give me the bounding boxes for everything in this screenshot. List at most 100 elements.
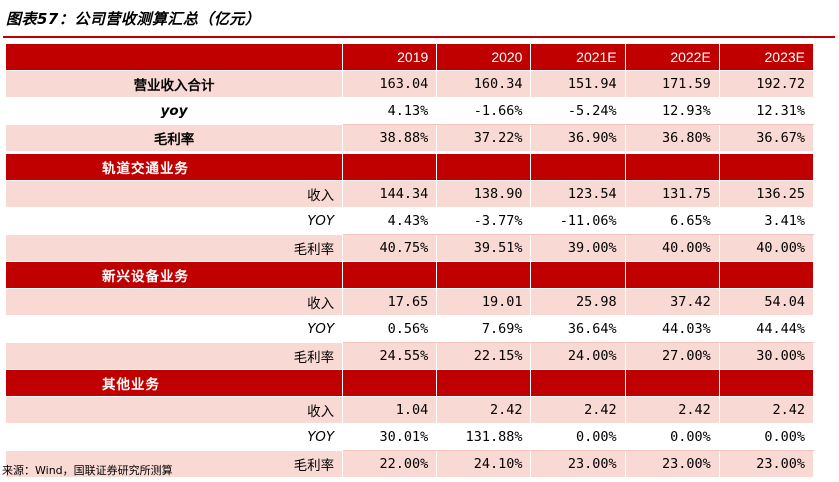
segment-header-emerging: 新兴设备业务 [6, 261, 815, 289]
table-cell: -1.66% [436, 97, 532, 125]
table-cell: 123.54 [530, 180, 626, 208]
table-cell: 25.98 [530, 288, 626, 316]
table-cell: 37.42 [625, 288, 720, 316]
table-cell: 6.65% [625, 207, 720, 235]
row-label: YOY [6, 423, 344, 451]
segment-header-cell [530, 261, 626, 289]
header-year-2020: 2020 [436, 44, 532, 71]
row-label: 营业收入合计 [6, 70, 344, 98]
row-label: 收入 [6, 288, 344, 316]
segment-title: 新兴设备业务 [6, 261, 344, 289]
segment-header-cell [436, 369, 532, 397]
table-cell: 54.04 [719, 288, 815, 316]
table-cell: 2.42 [625, 396, 720, 424]
row-label: 毛利率 [6, 124, 344, 153]
row-label: 收入 [6, 180, 344, 208]
table-cell: 1.04 [342, 396, 438, 424]
row-label: 毛利率 [6, 450, 344, 478]
table-cell: 24.10% [436, 450, 532, 478]
table-row: YOY 4.43% -3.77% -11.06% 6.65% 3.41% [6, 207, 815, 235]
table-cell: 2.42 [530, 396, 626, 424]
table-cell: 4.43% [342, 207, 438, 235]
table-cell: 0.00% [625, 423, 720, 451]
table-cell: 151.94 [530, 70, 626, 98]
header-blank-cell [6, 44, 344, 71]
segment-header-cell [342, 369, 438, 397]
table-cell: 3.41% [719, 207, 815, 235]
segment-header-cell [625, 151, 720, 181]
table-cell: 30.00% [719, 342, 815, 370]
table-row: YOY 30.01% 131.88% 0.00% 0.00% 0.00% [6, 423, 815, 451]
row-label: 收入 [6, 396, 344, 424]
table-cell: 2.42 [436, 396, 532, 424]
table-cell: 163.04 [342, 70, 438, 98]
header-row: 2019 2020 2021E 2022E 2023E [6, 44, 815, 71]
revenue-forecast-table: 2019 2020 2021E 2022E 2023E 营业收入合计 163.0… [6, 44, 815, 478]
table-cell: 136.25 [719, 180, 815, 208]
table-cell: 19.01 [436, 288, 532, 316]
table-row: 毛利率 40.75% 39.51% 39.00% 40.00% 40.00% [6, 234, 815, 262]
table-cell: -11.06% [530, 207, 626, 235]
header-year-2021e: 2021E [530, 44, 626, 71]
table-cell: -5.24% [530, 97, 626, 125]
table-cell: 22.00% [342, 450, 438, 478]
table-row: 毛利率 24.55% 22.15% 24.00% 27.00% 30.00% [6, 342, 815, 370]
table-cell: 4.13% [342, 97, 438, 125]
table-cell: 36.67% [719, 124, 815, 153]
table-row: 收入 144.34 138.90 123.54 131.75 136.25 [6, 180, 815, 208]
table-cell: -3.77% [436, 207, 532, 235]
table-cell: 36.64% [530, 315, 626, 343]
table-cell: 24.00% [530, 342, 626, 370]
summary-row-yoy: yoy 4.13% -1.66% -5.24% 12.93% 12.31% [6, 97, 815, 125]
table-cell: 131.88% [436, 423, 532, 451]
segment-header-cell [436, 261, 532, 289]
table-cell: 144.34 [342, 180, 438, 208]
table-cell: 40.00% [719, 234, 815, 262]
segment-header-cell [342, 261, 438, 289]
table-cell: 44.44% [719, 315, 815, 343]
table-cell: 24.55% [342, 342, 438, 370]
row-label: YOY [6, 315, 344, 343]
table-cell: 23.00% [530, 450, 626, 478]
table-cell: 160.34 [436, 70, 532, 98]
table-cell: 12.31% [719, 97, 815, 125]
table-cell: 40.75% [342, 234, 438, 262]
row-label: 毛利率 [6, 234, 344, 262]
segment-header-other: 其他业务 [6, 369, 815, 397]
table-cell: 171.59 [625, 70, 720, 98]
table-cell: 23.00% [625, 450, 720, 478]
segment-header-cell [719, 151, 815, 181]
header-year-2022e: 2022E [625, 44, 720, 71]
table-row: 收入 17.65 19.01 25.98 37.42 54.04 [6, 288, 815, 316]
table-cell: 36.80% [625, 124, 720, 153]
table-cell: 12.93% [625, 97, 720, 125]
table-cell: 38.88% [342, 124, 438, 153]
segment-header-cell [436, 151, 532, 181]
segment-title: 轨道交通业务 [6, 151, 344, 181]
header-year-2019: 2019 [342, 44, 438, 71]
table-cell: 0.00% [719, 423, 815, 451]
table-cell: 30.01% [342, 423, 438, 451]
table-row: 毛利率 22.00% 24.10% 23.00% 23.00% 23.00% [6, 450, 815, 478]
table-cell: 7.69% [436, 315, 532, 343]
table-cell: 36.90% [530, 124, 626, 153]
figure-title: 图表57：公司营收测算汇总（亿元） [6, 10, 261, 28]
table-row: YOY 0.56% 7.69% 36.64% 44.03% 44.44% [6, 315, 815, 343]
table-cell: 39.00% [530, 234, 626, 262]
source-note: 来源：Wind，国联证券研究所测算 [2, 464, 173, 477]
table-cell: 40.00% [625, 234, 720, 262]
table-cell: 44.03% [625, 315, 720, 343]
segment-header-cell [530, 369, 626, 397]
table-cell: 17.65 [342, 288, 438, 316]
summary-row-gross-margin: 毛利率 38.88% 37.22% 36.90% 36.80% 36.67% [6, 124, 815, 153]
segment-header-cell [625, 261, 720, 289]
segment-header-cell [719, 369, 815, 397]
summary-row-revenue: 营业收入合计 163.04 160.34 151.94 171.59 192.7… [6, 70, 815, 98]
segment-title: 其他业务 [6, 369, 344, 397]
row-label: yoy [6, 97, 344, 125]
table-cell: 0.00% [530, 423, 626, 451]
segment-header-cell [625, 369, 720, 397]
table-cell: 23.00% [719, 450, 815, 478]
table-cell: 27.00% [625, 342, 720, 370]
table-cell: 138.90 [436, 180, 532, 208]
